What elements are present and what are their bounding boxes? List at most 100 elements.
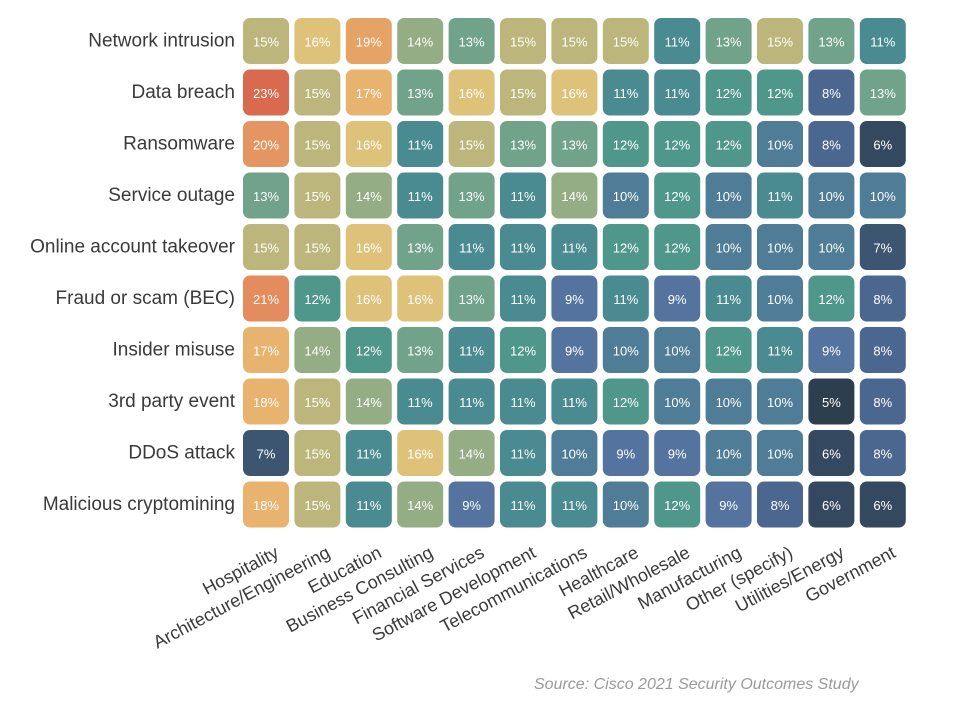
- heatmap-cell: 14%: [294, 327, 341, 373]
- heatmap-cell: 7%: [859, 224, 906, 270]
- cell-value-label: 6%: [822, 498, 841, 513]
- heatmap-cell: 17%: [345, 69, 392, 116]
- cell-value-label: 8%: [873, 447, 892, 462]
- cell-value-label: 10%: [716, 447, 742, 462]
- heatmap-cell: 13%: [705, 18, 752, 64]
- heatmap-cell: 13%: [808, 18, 855, 64]
- cell-fill: [243, 430, 289, 476]
- cell-fill: [448, 121, 495, 167]
- heatmap-cell: 11%: [345, 430, 392, 476]
- cell-fill: [345, 18, 392, 64]
- cell-fill: [243, 121, 289, 167]
- heatmap-cell: 10%: [602, 327, 649, 373]
- heatmap-cell: 12%: [602, 224, 649, 270]
- heatmap-cell: 23%: [243, 69, 289, 116]
- cell-fill: [654, 18, 701, 64]
- cell-fill: [705, 481, 752, 528]
- cell-value-label: 10%: [818, 241, 844, 256]
- cell-value-label: 6%: [873, 498, 892, 513]
- heatmap-cell: 11%: [500, 430, 546, 476]
- cell-value-label: 15%: [767, 35, 793, 50]
- cell-value-label: 10%: [716, 189, 742, 204]
- heatmap-cell: 12%: [294, 275, 341, 322]
- cell-fill: [243, 481, 289, 528]
- cell-fill: [602, 430, 649, 476]
- cell-value-label: 9%: [719, 498, 738, 513]
- cell-value-label: 12%: [664, 138, 690, 153]
- cell-fill: [757, 224, 803, 270]
- cell-fill: [808, 172, 855, 219]
- cell-fill: [654, 172, 701, 219]
- heatmap-cell: 10%: [859, 172, 906, 219]
- cell-value-label: 12%: [664, 241, 690, 256]
- cell-value-label: 14%: [407, 498, 433, 513]
- heatmap-cell: 9%: [654, 275, 701, 322]
- cell-value-label: 16%: [407, 292, 433, 307]
- cell-value-label: 13%: [407, 86, 433, 101]
- heatmap-cell: 10%: [757, 378, 803, 425]
- heatmap-cell: 15%: [448, 121, 495, 167]
- cell-value-label: 21%: [253, 292, 279, 307]
- cell-value-label: 12%: [664, 498, 690, 513]
- cell-value-label: 9%: [616, 447, 635, 462]
- cell-value-label: 11%: [408, 189, 433, 204]
- heatmap-cell: 15%: [294, 69, 341, 116]
- cell-fill: [551, 481, 598, 528]
- cell-value-label: 11%: [459, 344, 484, 359]
- heatmap-cell: 11%: [448, 327, 495, 373]
- heatmap-cell: 12%: [705, 69, 752, 116]
- cell-fill: [294, 275, 341, 322]
- cell-value-label: 11%: [510, 447, 535, 462]
- cell-fill: [551, 275, 598, 322]
- cell-value-label: 16%: [356, 241, 382, 256]
- cell-value-label: 10%: [767, 241, 793, 256]
- heatmap-cell: 14%: [345, 378, 392, 425]
- cell-fill: [808, 18, 855, 64]
- cell-value-label: 16%: [356, 292, 382, 307]
- heatmap-cell: 10%: [602, 481, 649, 528]
- cell-value-label: 10%: [767, 292, 793, 307]
- cell-value-label: 10%: [818, 189, 844, 204]
- heatmap-cell: 9%: [808, 327, 855, 373]
- cell-fill: [500, 172, 546, 219]
- cell-fill: [448, 430, 495, 476]
- heatmap-cell: 18%: [243, 481, 289, 528]
- heatmap-cell: 15%: [243, 224, 289, 270]
- cell-fill: [602, 69, 649, 116]
- heatmap-cell: 11%: [654, 18, 701, 64]
- cell-value-label: 11%: [510, 241, 535, 256]
- heatmap-cell: 12%: [654, 481, 701, 528]
- cell-value-label: 14%: [356, 189, 382, 204]
- column-labels: HospitalityArchitecture/EngineeringEduca…: [150, 542, 899, 652]
- heatmap-cell: 11%: [500, 481, 546, 528]
- cell-value-label: 14%: [407, 35, 433, 50]
- cell-fill: [859, 121, 906, 167]
- heatmap-cell: 15%: [757, 18, 803, 64]
- cell-value-label: 12%: [613, 241, 639, 256]
- cell-value-label: 10%: [767, 395, 793, 410]
- heatmap-cell: 15%: [294, 481, 341, 528]
- cell-value-label: 15%: [561, 35, 587, 50]
- cell-value-label: 15%: [510, 35, 536, 50]
- cell-fill: [243, 69, 289, 116]
- heatmap-cell: 15%: [243, 18, 289, 64]
- cell-value-label: 15%: [304, 241, 330, 256]
- heatmap-cell: 13%: [551, 121, 598, 167]
- cell-value-label: 10%: [561, 447, 587, 462]
- heatmap-cell: 8%: [859, 327, 906, 373]
- heatmap-cell: 15%: [500, 18, 546, 64]
- cell-value-label: 11%: [562, 498, 587, 513]
- heatmap-cell: 11%: [757, 327, 803, 373]
- cell-fill: [345, 481, 392, 528]
- heatmap-cell: 17%: [243, 327, 289, 373]
- cell-fill: [654, 430, 701, 476]
- heatmap-cell: 13%: [243, 172, 289, 219]
- cell-value-label: 10%: [767, 138, 793, 153]
- cell-value-label: 15%: [459, 138, 485, 153]
- cell-value-label: 11%: [356, 498, 381, 513]
- cell-value-label: 12%: [716, 344, 742, 359]
- cell-fill: [757, 275, 803, 322]
- heatmap-cell: 8%: [859, 378, 906, 425]
- heatmap-cell: 11%: [551, 224, 598, 270]
- cell-fill: [808, 121, 855, 167]
